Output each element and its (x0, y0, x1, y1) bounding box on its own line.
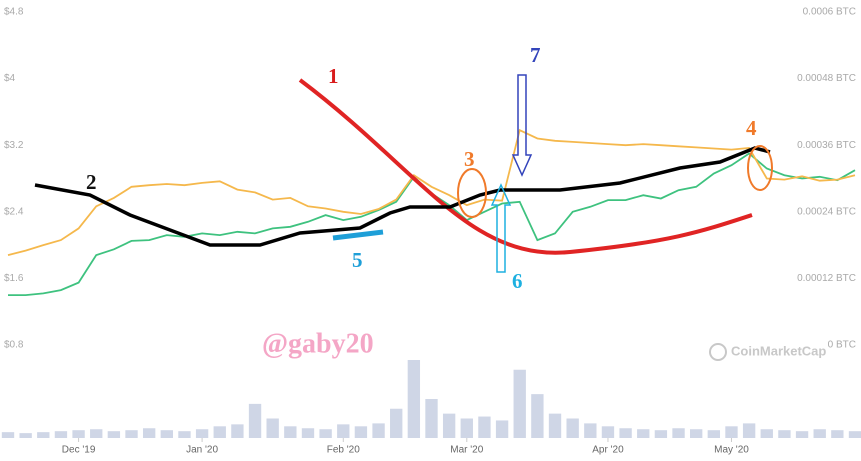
volume-bar (707, 430, 721, 438)
volume-bar (1, 432, 15, 438)
y2-tick-label: 0.00036 BTC (797, 140, 856, 151)
note: 3 (464, 147, 475, 171)
y-tick-label: $4 (4, 73, 16, 84)
price-line (7, 128, 856, 256)
volume-bar (760, 429, 773, 438)
volume-bar (690, 429, 703, 438)
volume-bar (725, 426, 738, 438)
volume-bar (248, 403, 262, 438)
volume-bar (54, 431, 68, 438)
volume-bar (513, 369, 526, 438)
drawn-trend (34, 146, 771, 247)
volume-bar (531, 394, 544, 438)
x-tick-label: Dec '19 (62, 445, 96, 456)
volume-bar (425, 399, 438, 438)
y-tick-label: $0.8 (4, 340, 24, 351)
watermark: @gaby20 (262, 328, 374, 359)
y-tick-label: $3.2 (4, 140, 24, 151)
y2-tick-label: 0 BTC (828, 340, 856, 351)
note: 5 (352, 248, 363, 272)
volume-bar (619, 428, 632, 438)
volume-bar (284, 426, 297, 438)
volume-bar (442, 413, 456, 438)
volume-bar (654, 430, 668, 438)
arrow-7 (511, 74, 533, 177)
volume-bar (213, 426, 226, 438)
y-tick-label: $2.4 (4, 206, 24, 217)
volume-bar (460, 418, 473, 438)
volume-bar (813, 429, 826, 438)
x-tick-label: Apr '20 (592, 445, 624, 456)
volume-bar (637, 429, 650, 438)
volume-bar (107, 431, 121, 438)
volume-bar (125, 430, 138, 438)
circle-3 (457, 168, 487, 218)
note: 4 (746, 116, 757, 140)
source: CoinMarketCap (731, 343, 826, 358)
y2-tick-label: 0.00012 BTC (797, 273, 856, 284)
volume-bar (231, 424, 244, 438)
volume-bar (142, 428, 156, 438)
volume-bar (90, 429, 103, 438)
volume-bar (495, 420, 509, 438)
volume-bar (831, 430, 844, 438)
volume-bar (266, 418, 279, 438)
volume-bar (72, 430, 85, 438)
volume-bar (372, 423, 385, 438)
x-tick-label: Feb '20 (327, 445, 360, 456)
volume-bar (795, 431, 809, 438)
volume-bar (848, 431, 861, 438)
y2-tick-label: 0.00024 BTC (797, 206, 856, 217)
volume-bar (160, 430, 173, 438)
volume-bar (566, 418, 579, 438)
volume-bar (601, 426, 615, 438)
volume-bar (390, 408, 403, 438)
volume-bar (407, 360, 421, 438)
arrow-6 (490, 183, 512, 273)
volume-bar (478, 416, 491, 438)
note: 2 (86, 170, 97, 194)
volume-bar (37, 432, 50, 438)
x-tick-label: Jan '20 (186, 445, 218, 456)
circle-4 (747, 145, 773, 191)
logo (709, 343, 727, 361)
volume-bar (178, 431, 191, 438)
note: 6 (512, 269, 523, 293)
drawn-line-5 (332, 229, 384, 241)
y-tick-label: $4.8 (4, 7, 24, 18)
volume-bar (672, 428, 685, 438)
volume-bar (19, 433, 32, 438)
volume-bars (1, 360, 861, 438)
volume-bar (354, 426, 368, 438)
volume-bar (319, 429, 332, 438)
y2-tick-label: 0.00048 BTC (797, 73, 856, 84)
volume-bar (301, 428, 315, 438)
volume-bar (742, 423, 756, 438)
drawn-curve (298, 78, 753, 255)
volume-bar (584, 423, 597, 438)
x-tick-label: Mar '20 (450, 445, 483, 456)
volume-bar (195, 429, 209, 438)
y2-tick-label: 0.0006 BTC (803, 7, 856, 18)
price-lines (7, 128, 856, 296)
volume-bar (548, 413, 562, 438)
note: 1 (328, 64, 339, 88)
note: 7 (530, 43, 541, 67)
volume-bar (337, 424, 350, 438)
y-tick-label: $1.6 (4, 273, 24, 284)
volume-bar (778, 430, 791, 438)
x-tick-label: May '20 (714, 445, 749, 456)
